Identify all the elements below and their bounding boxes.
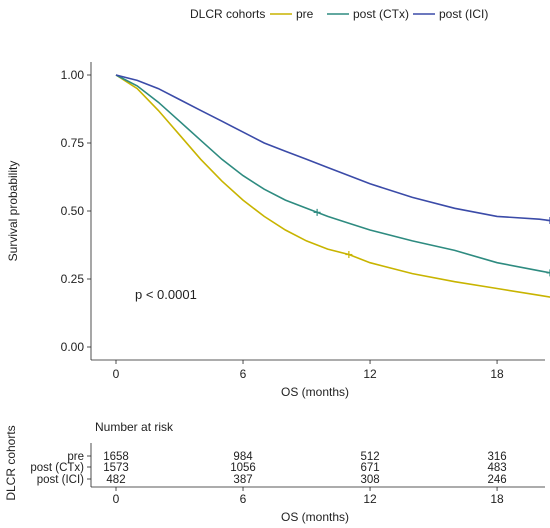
risk-x-tick-label: 6: [240, 492, 247, 506]
risk-row-label-post-ctx: post (CTx): [30, 462, 84, 474]
risk-x-tick-label: 0: [113, 492, 120, 506]
risk-table-x-ticks: 061218243036: [113, 487, 504, 506]
risk-table-title: Number at risk: [95, 420, 174, 434]
y-axis-label: Survival probability: [6, 161, 20, 262]
legend: DLCR cohorts pre post (CTx) post (ICI): [190, 7, 488, 21]
legend-entry-post-ctx: post (CTx): [327, 7, 409, 21]
risk-row-label-pre: pre: [67, 451, 84, 463]
x-tick-label: 12: [363, 367, 377, 381]
y-tick-label: 1.00: [61, 68, 85, 82]
legend-entry-pre: pre: [270, 7, 314, 21]
x-tick-label: 0: [113, 367, 120, 381]
legend-label-pre: pre: [296, 7, 314, 21]
risk-cell-post-ici: 482: [106, 474, 125, 486]
risk-cell-post-ctx: 671: [360, 462, 379, 474]
risk-cell-post-ici: 308: [360, 474, 379, 486]
risk-cell-post-ici: 387: [233, 474, 252, 486]
legend-label-post-ctx: post (CTx): [353, 7, 409, 21]
risk-cell-post-ctx: 1056: [230, 462, 256, 474]
risk-cell-pre: 512: [360, 451, 379, 463]
x-tick-label: 6: [240, 367, 247, 381]
censor-mark-post-ctx: [546, 269, 550, 277]
risk-table-rows: pre1658984512316197139102post (CTx)15731…: [30, 451, 506, 486]
risk-table-y-label: DLCR cohorts: [4, 425, 18, 500]
risk-table-x-label: OS (months): [281, 510, 349, 524]
risk-x-tick-label: 18: [490, 492, 504, 506]
risk-cell-post-ici: 246: [487, 474, 506, 486]
legend-entry-post-ici: post (ICI): [413, 7, 488, 21]
censor-mark-post-ctx: [313, 208, 321, 216]
y-tick-label: 0.25: [61, 272, 85, 286]
y-tick-label: 0.75: [61, 136, 85, 150]
risk-row-label-post-ici: post (ICI): [37, 474, 84, 486]
x-tick-label: 18: [490, 367, 504, 381]
risk-cell-post-ctx: 483: [487, 462, 506, 474]
legend-title: DLCR cohorts: [190, 7, 265, 21]
curve-post-ctx: [115, 74, 550, 274]
y-tick-label: 0.00: [61, 340, 85, 354]
censor-mark-post-ici: [546, 217, 550, 225]
risk-table: Number at risk DLCR cohorts pre 1658 984 51…: [4, 420, 545, 524]
y-tick-label: 0.50: [61, 204, 85, 218]
censor-mark-pre: [345, 251, 353, 259]
p-value-annotation: p < 0.0001: [135, 287, 197, 302]
x-axis-ticks: 061218243036: [113, 360, 504, 381]
main-plot: 0.000.250.500.751.00 061218243036 Surviv…: [6, 62, 550, 399]
risk-x-tick-label: 12: [363, 492, 377, 506]
curve-pre: [115, 74, 550, 298]
y-axis-ticks: 0.00 0.25 0.50 0.75 1.00: [61, 68, 91, 354]
x-axis-label: OS (months): [281, 385, 349, 399]
risk-cell-pre: 1658: [103, 451, 129, 463]
legend-label-post-ici: post (ICI): [439, 7, 488, 21]
risk-cell-pre: 316: [487, 451, 506, 463]
curve-post-ici: [115, 74, 550, 222]
risk-cell-post-ctx: 1573: [103, 462, 129, 474]
risk-cell-pre: 984: [233, 451, 253, 463]
